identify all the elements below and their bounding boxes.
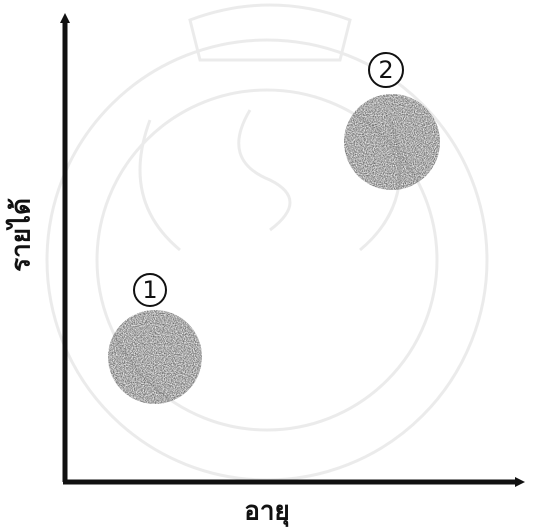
diagram: รายได้ อายุ 1 2 bbox=[0, 0, 534, 530]
cluster-label: 1 bbox=[142, 276, 157, 304]
watermark bbox=[47, 5, 487, 480]
cluster bbox=[108, 310, 202, 404]
cluster bbox=[344, 94, 440, 190]
cluster-label: 2 bbox=[378, 56, 393, 84]
x-axis-label: อายุ bbox=[244, 497, 289, 528]
y-axis-label: รายได้ bbox=[5, 198, 37, 272]
